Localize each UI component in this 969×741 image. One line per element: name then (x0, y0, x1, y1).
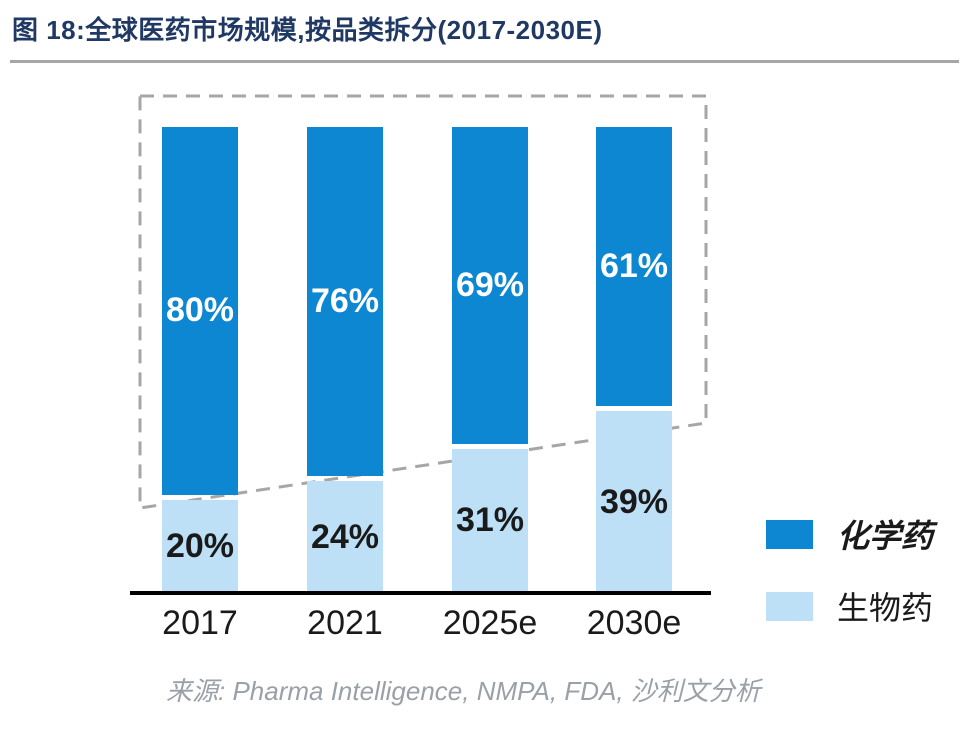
x-tick-2030e: 2030e (586, 604, 682, 642)
figure-title: 图 18:全球医药市场规模,按品类拆分(2017-2030E) (12, 15, 603, 45)
bio-segment-2030e: 39% (596, 411, 672, 593)
x-axis-line (130, 591, 711, 595)
chem-segment-2025e: 69% (452, 127, 528, 444)
x-tick-2017: 2017 (162, 604, 238, 642)
chem-segment-2017: 80% (162, 127, 238, 495)
bio-segment-2025e: 31% (452, 448, 528, 593)
legend-item-chemical-drugs: 化学药 (766, 511, 933, 557)
legend: 化学药 生物药 (766, 511, 933, 655)
chem-segment-2030e: 61% (596, 127, 672, 407)
chem-segment-2021: 76% (307, 127, 383, 477)
x-tick-2025e: 2025e (442, 604, 538, 642)
x-tick-2021: 2021 (307, 604, 383, 642)
legend-item-biologic-drugs: 生物药 (766, 583, 933, 629)
legend-label-biologic-drugs: 生物药 (837, 590, 934, 626)
title-divider (10, 60, 959, 63)
bio-segment-2017: 20% (162, 499, 238, 593)
legend-swatch-chemical-drugs (766, 519, 813, 549)
legend-label-chemical-drugs: 化学药 (837, 518, 934, 554)
source-note: 来源: Pharma Intelligence, NMPA, FDA, 沙利文分… (166, 676, 761, 706)
bio-segment-2021: 24% (307, 481, 383, 593)
legend-swatch-biologic-drugs (766, 591, 813, 621)
